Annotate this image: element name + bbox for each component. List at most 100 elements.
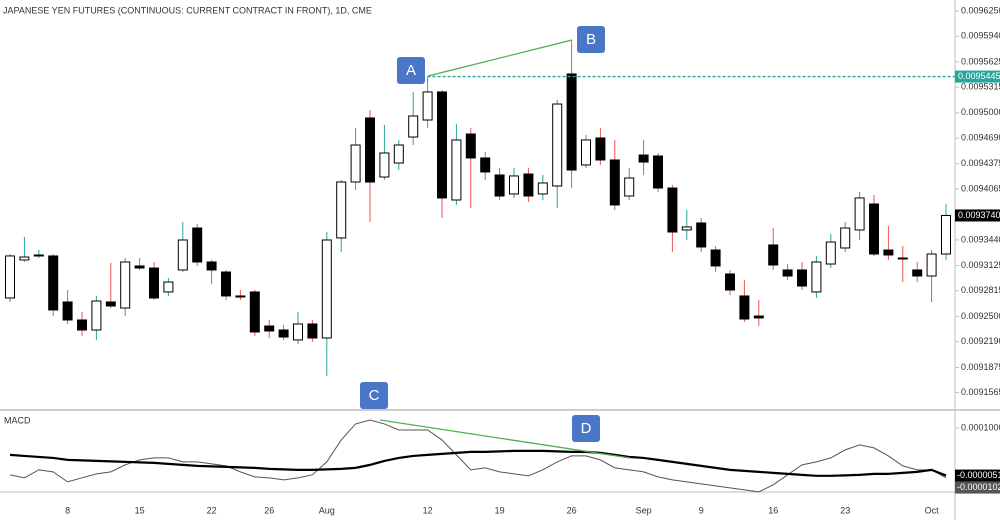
- candle-body: [523, 173, 534, 197]
- y-tick-label: 0.0096250: [961, 5, 1000, 15]
- candle-body: [739, 295, 750, 320]
- candle-body: [235, 295, 246, 298]
- candle-body: [494, 174, 505, 197]
- candle-body: [249, 291, 260, 333]
- candle-body: [408, 115, 419, 138]
- candle-body: [465, 133, 476, 159]
- candle-body: [91, 300, 102, 331]
- x-tick-label: 12: [423, 505, 433, 515]
- y-tick-label: 0.0094375: [961, 158, 1000, 168]
- candle-body: [638, 154, 649, 163]
- macd-title: MACD: [4, 415, 31, 425]
- candle-body: [883, 249, 894, 256]
- candle-body: [681, 226, 692, 231]
- candle-body: [725, 273, 735, 291]
- candle-body: [365, 117, 375, 183]
- price-level-box: [955, 70, 1000, 83]
- annotation-text: B: [586, 31, 596, 48]
- candle-body: [221, 271, 231, 297]
- candle-body: [552, 103, 563, 187]
- candle-body: [825, 241, 836, 265]
- candle-body: [62, 301, 73, 321]
- candle-body: [797, 269, 807, 287]
- y-tick-label: 0.0093125: [961, 260, 1000, 270]
- x-tick-label: Oct: [925, 505, 940, 515]
- last-price-label: 0.0093740: [958, 210, 1000, 220]
- candle-body: [753, 315, 764, 319]
- candle-body: [5, 255, 15, 299]
- candle-body: [624, 177, 635, 197]
- y-tick-label: 0.0095315: [961, 82, 1000, 92]
- chart-title: JAPANESE YEN FUTURES (CONTINUOUS: CURREN…: [3, 5, 372, 15]
- candle-body: [321, 239, 332, 339]
- candle-body: [897, 257, 908, 260]
- candle-body: [206, 261, 217, 271]
- candle-body: [134, 265, 145, 269]
- candle-body: [393, 144, 404, 164]
- macd-trendline: [379, 419, 631, 459]
- candle-body: [451, 139, 462, 201]
- candle-body: [854, 197, 865, 231]
- annotation-text: D: [581, 420, 592, 437]
- y-tick-label: 0.0091875: [961, 362, 1000, 372]
- x-tick-label: 8: [65, 505, 70, 515]
- candle-body: [192, 227, 203, 263]
- annotation-d: D: [572, 415, 600, 442]
- x-tick-label: 22: [207, 505, 217, 515]
- candle-body: [379, 152, 390, 178]
- candle-body: [696, 222, 707, 248]
- candle-body: [782, 269, 793, 277]
- candle-body: [667, 187, 678, 233]
- y-tick-label: 0.0091565: [961, 387, 1000, 397]
- x-tick-label: Sep: [636, 505, 652, 515]
- candle-body: [120, 261, 131, 309]
- candle-body: [149, 267, 159, 299]
- candle-body: [509, 175, 519, 195]
- candle-body: [537, 182, 548, 195]
- candle-body: [811, 261, 822, 293]
- annotation-text: C: [369, 387, 380, 404]
- candle-body: [307, 323, 318, 339]
- candle-body: [609, 159, 620, 206]
- candle-body: [869, 203, 879, 255]
- candle-body: [480, 157, 491, 173]
- annotation-text: A: [406, 62, 416, 79]
- macd-last-box: [955, 481, 1000, 494]
- candle-body: [581, 139, 591, 166]
- candle-body: [48, 255, 59, 311]
- candle-body: [77, 319, 87, 331]
- candle-body: [926, 253, 937, 277]
- x-tick-label: 26: [264, 505, 274, 515]
- candle-body: [264, 325, 275, 332]
- y-tick-label: 0.0093440: [961, 234, 1000, 244]
- candle-body: [336, 181, 347, 239]
- x-tick-label: 9: [699, 505, 704, 515]
- y-tick-label: 0.0094690: [961, 132, 1000, 142]
- x-tick-label: Aug: [319, 505, 335, 515]
- candle-body: [177, 239, 188, 271]
- candle-body: [422, 91, 433, 121]
- x-tick-label: 16: [768, 505, 778, 515]
- y-tick-label: 0.0092190: [961, 336, 1000, 346]
- candle-body: [437, 91, 447, 199]
- y-tick-label: 0.0092500: [961, 311, 1000, 321]
- x-tick-label: 15: [135, 505, 145, 515]
- candle-body: [768, 244, 779, 266]
- candle-body: [350, 144, 361, 183]
- price-level-label: 0.0095445: [958, 71, 1000, 81]
- candle-body: [163, 281, 174, 293]
- y-tick-label: 0.0092815: [961, 285, 1000, 295]
- y-tick-label: 0.0095625: [961, 56, 1000, 66]
- candle-body: [33, 254, 44, 257]
- candle-body: [941, 214, 951, 255]
- x-tick-label: 26: [567, 505, 577, 515]
- annotation-b: B: [577, 26, 605, 53]
- price-trendline: [427, 39, 573, 77]
- marks: 0.00962500.00959400.00956250.00953150.00…: [5, 5, 1000, 515]
- annotation-a: A: [397, 57, 425, 84]
- macd-last-label: -0.0000051: [957, 470, 1000, 480]
- y-tick-label: 0.0001000: [961, 422, 1000, 432]
- candle-body: [566, 73, 577, 171]
